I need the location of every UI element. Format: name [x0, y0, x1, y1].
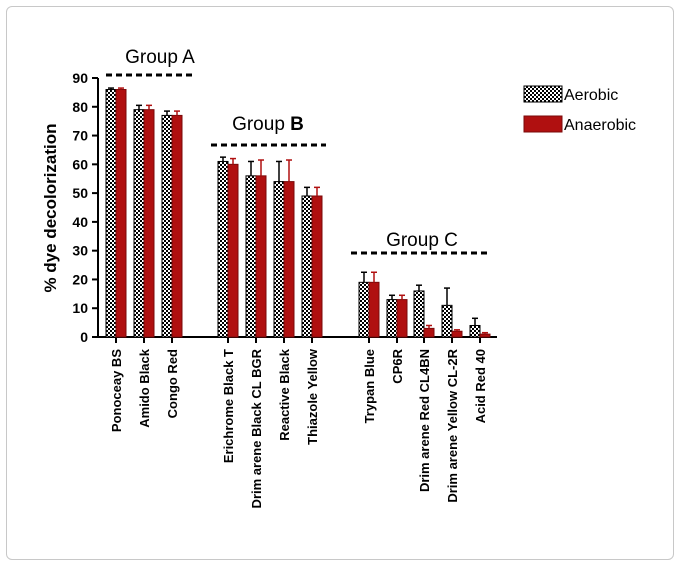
bar-anaerobic	[423, 327, 435, 338]
x-category-label: Trypan Blue	[362, 349, 377, 423]
group-title: Group B	[232, 114, 304, 135]
bars	[105, 87, 491, 338]
x-category-label: Acid Red 40	[473, 349, 488, 423]
bar-anaerobic	[368, 281, 380, 338]
legend-label-anaerobic: Anaerobic	[564, 117, 636, 134]
bar-anaerobic	[451, 330, 463, 338]
bar-anaerobic	[255, 175, 267, 338]
y-tick-label: 0	[80, 329, 88, 345]
bar-aerobic	[358, 281, 370, 338]
bar-aerobic	[105, 89, 117, 338]
y-tick-label: 30	[72, 243, 88, 259]
bar-anaerobic	[227, 163, 239, 338]
y-axis-title: % dye decolorization	[41, 123, 60, 292]
x-category-label: Drim arene Black CL BGR	[249, 348, 264, 508]
group-title: Group C	[386, 230, 458, 251]
y-tick-label: 90	[72, 70, 88, 86]
legend-swatch-anaerobic	[523, 115, 563, 133]
bar-aerobic	[386, 299, 398, 338]
x-category-label: Reactive Black	[277, 348, 292, 441]
y-tick-label: 10	[72, 300, 88, 316]
bar-aerobic	[469, 324, 481, 338]
bar-aerobic	[133, 109, 145, 338]
legend-label-aerobic: Aerobic	[564, 87, 618, 104]
bar-aerobic	[245, 175, 257, 338]
x-category-label: Drim arene Red CL4BN	[417, 349, 432, 492]
x-category-label: Thiazole Yellow	[305, 348, 320, 445]
y-tick-label: 80	[72, 99, 88, 115]
bar-aerobic	[413, 290, 425, 338]
x-category-label: Amido Black	[137, 348, 152, 428]
x-category-label: Congo Red	[165, 349, 180, 418]
bar-anaerobic	[283, 181, 295, 338]
y-tick-label: 50	[72, 185, 88, 201]
legend-swatch-aerobic	[523, 85, 563, 103]
y-tick-label: 40	[72, 214, 88, 230]
y-tick-label: 20	[72, 271, 88, 287]
bar-anaerobic	[171, 114, 183, 338]
x-category-label: CP6R	[390, 348, 405, 383]
bar-aerobic	[161, 114, 173, 338]
x-category-label: Ponoceay BS	[109, 349, 124, 432]
bar-aerobic	[301, 195, 313, 338]
bar-anaerobic	[479, 333, 491, 338]
bar-anaerobic	[115, 89, 127, 338]
bar-aerobic	[441, 304, 453, 338]
group-annotations: Group A Group B Group C	[106, 47, 490, 255]
x-category-label: Drim arene Yellow CL-2R	[445, 348, 460, 502]
bar-aerobic	[217, 160, 229, 338]
x-category-label: Erichrome Black T	[221, 349, 236, 463]
y-tick-label: 70	[72, 128, 88, 144]
bar-anaerobic	[311, 195, 323, 338]
bar-anaerobic	[396, 299, 408, 338]
category-labels: Ponoceay BS Amido Black Congo Red Erichrome…	[109, 348, 488, 508]
y-tick-label: 60	[72, 156, 88, 172]
bar-anaerobic	[143, 109, 155, 338]
group-title: Group A	[125, 47, 195, 68]
bar-aerobic	[273, 181, 285, 338]
legend: Aerobic Anaerobic	[523, 85, 636, 134]
